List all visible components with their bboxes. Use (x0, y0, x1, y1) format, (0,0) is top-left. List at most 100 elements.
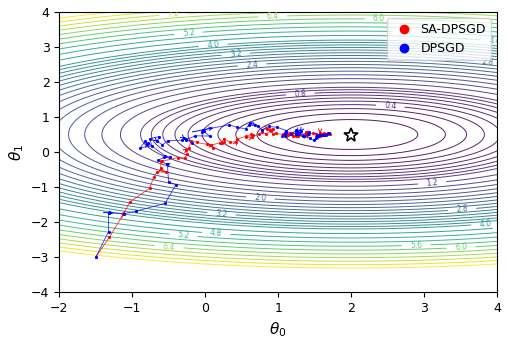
Point (314, 133, 323, 138)
Point (146, 185, 154, 191)
Point (242, 134, 250, 139)
Point (226, 139, 234, 145)
Point (245, 122, 253, 128)
Point (280, 134, 289, 139)
Point (199, 127, 207, 133)
Text: 4.0: 4.0 (207, 40, 219, 50)
Point (265, 124, 273, 129)
Point (226, 122, 234, 128)
Point (320, 132, 328, 137)
Point (183, 151, 192, 157)
Point (241, 126, 249, 131)
Point (198, 129, 206, 134)
Point (163, 162, 171, 167)
Point (258, 127, 266, 133)
Point (303, 133, 311, 138)
Point (105, 229, 113, 235)
Point (92, 254, 100, 260)
Y-axis label: $\theta_1$: $\theta_1$ (7, 144, 25, 161)
Point (155, 134, 163, 139)
Point (157, 165, 165, 171)
Point (217, 140, 226, 145)
Point (297, 128, 305, 133)
Point (293, 131, 301, 136)
Point (157, 158, 165, 164)
Point (282, 129, 290, 135)
Point (292, 133, 300, 138)
Point (161, 201, 169, 206)
Text: 6.4: 6.4 (163, 242, 176, 252)
Point (317, 132, 325, 137)
Point (324, 130, 332, 136)
Text: 4.4: 4.4 (500, 222, 508, 232)
Point (172, 182, 180, 187)
Point (309, 138, 318, 143)
Point (105, 235, 113, 240)
Point (294, 131, 302, 136)
Text: 3.2: 3.2 (230, 49, 242, 59)
Point (180, 155, 188, 161)
Point (166, 154, 174, 160)
Point (312, 135, 320, 140)
Point (320, 131, 328, 136)
Point (92, 254, 100, 260)
Point (146, 136, 154, 142)
Point (318, 131, 326, 136)
Text: 4.8: 4.8 (210, 228, 223, 238)
Point (141, 138, 149, 144)
Point (294, 133, 302, 138)
Point (188, 140, 197, 146)
Point (158, 142, 167, 148)
Point (300, 133, 308, 138)
Point (299, 133, 307, 138)
Point (220, 136, 228, 142)
Point (292, 127, 300, 133)
Point (292, 128, 300, 134)
Point (314, 133, 322, 138)
Point (179, 135, 187, 141)
Legend: SA-DPSGD, DPSGD: SA-DPSGD, DPSGD (387, 18, 491, 61)
Point (125, 199, 134, 205)
Point (317, 131, 325, 137)
Point (185, 145, 193, 151)
Point (316, 131, 324, 136)
Text: 6.4: 6.4 (266, 12, 279, 21)
Point (209, 145, 217, 151)
Point (182, 137, 190, 143)
Point (306, 135, 314, 141)
Point (177, 137, 185, 143)
X-axis label: $\theta_0$: $\theta_0$ (269, 320, 287, 339)
Text: 5.2: 5.2 (177, 230, 190, 240)
Point (301, 133, 309, 138)
Point (321, 131, 329, 137)
Point (320, 131, 328, 136)
Point (220, 139, 228, 145)
Point (269, 131, 277, 137)
Text: 6.0: 6.0 (455, 243, 467, 252)
Text: 2.4: 2.4 (246, 60, 259, 70)
Point (295, 133, 303, 138)
Point (316, 131, 324, 137)
Point (305, 130, 313, 135)
Point (161, 153, 169, 158)
Point (325, 130, 333, 136)
Point (324, 132, 332, 137)
Point (233, 125, 241, 130)
Point (287, 131, 295, 136)
Point (187, 138, 195, 143)
Point (305, 131, 313, 137)
Point (258, 129, 266, 135)
Point (293, 134, 301, 139)
Point (313, 133, 321, 138)
Point (263, 126, 271, 131)
Text: 2.0: 2.0 (254, 193, 267, 203)
Point (273, 125, 281, 130)
Point (280, 131, 289, 137)
Point (164, 138, 172, 144)
Point (319, 131, 327, 136)
Point (105, 210, 113, 216)
Point (316, 130, 324, 136)
Point (285, 131, 293, 137)
Point (182, 147, 190, 152)
Point (246, 120, 254, 126)
